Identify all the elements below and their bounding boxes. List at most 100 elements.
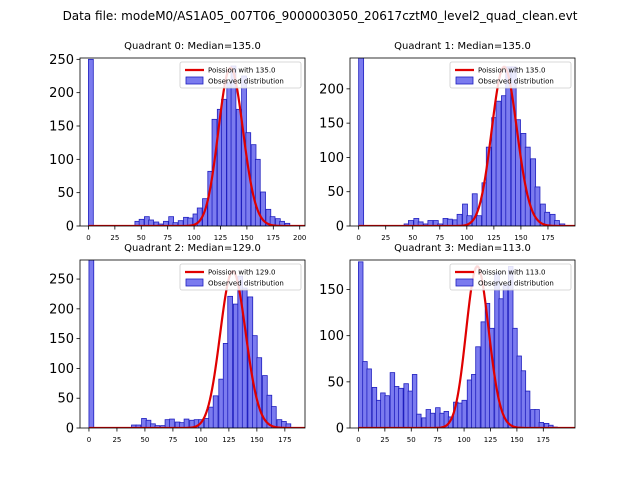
y-tick-label: 50 <box>327 375 344 390</box>
histogram-bar <box>177 220 184 226</box>
subplot-quadrant-3: 0 25 50 75 100 125 150 175 0 50 100 150 Quadrant 3: … <box>319 243 576 444</box>
poisson-curve <box>358 265 575 428</box>
histogram-bar <box>358 261 364 428</box>
histogram-bar <box>271 406 277 428</box>
histogram-bar <box>515 119 521 226</box>
y-tick-label: 150 <box>319 283 344 298</box>
x-tick-label: 150 <box>250 436 263 444</box>
legend-box <box>449 263 572 291</box>
histogram-bar <box>230 65 237 226</box>
legend-bar-label: Observed distribution <box>478 78 554 86</box>
x-tick-label: 50 <box>137 234 146 242</box>
histogram-bar <box>502 284 509 428</box>
legend-box <box>449 61 572 89</box>
legend-line-label: Poission with 113.0 <box>478 269 546 277</box>
axes-frame <box>349 57 576 227</box>
figure-title: Data file: modeM0/AS1A05_007T06_90000030… <box>63 9 578 23</box>
y-tick-label: 200 <box>49 86 74 101</box>
y-tick-label: 100 <box>49 153 74 168</box>
x-tick-label: 75 <box>168 436 177 444</box>
poisson-curve <box>88 270 305 428</box>
histogram-bar <box>384 395 390 428</box>
histogram-bar <box>462 203 468 226</box>
subplot-title: Quadrant 0: Median=135.0 <box>124 41 261 52</box>
y-tick-label: 150 <box>49 120 74 135</box>
x-tick-label: 100 <box>187 234 200 242</box>
subplot-quadrant-2: 0 25 50 75 100 125 150 175 0 50 100 150 200 250 Quadra… <box>49 243 306 444</box>
legend-line-label: Poission with 135.0 <box>208 67 276 75</box>
x-tick-label: 25 <box>112 436 121 444</box>
histogram-bar <box>366 368 372 428</box>
x-tick-label: 175 <box>267 234 280 242</box>
subplot-quadrant-1: 0 25 50 75 100 125 150 175 0 50 100 150 200 Quadrant … <box>319 41 576 242</box>
legend-line-label: Poission with 135.0 <box>478 67 546 75</box>
x-tick-label: 0 <box>87 436 91 444</box>
histogram-bar <box>358 58 365 226</box>
histogram-bar <box>235 108 242 226</box>
poisson-curve <box>88 66 305 226</box>
y-tick-label: 100 <box>319 151 344 166</box>
histogram-bar <box>154 425 161 428</box>
histogram-bar <box>476 215 482 226</box>
histogram-bar <box>256 357 263 428</box>
histogram-bar <box>398 387 404 428</box>
histogram-bar <box>411 374 418 428</box>
x-tick-label: 175 <box>541 234 554 242</box>
x-tick-label: 100 <box>460 234 473 242</box>
legend-box <box>179 263 302 291</box>
histogram-bar <box>524 390 531 428</box>
x-tick-label: 50 <box>408 234 417 242</box>
y-tick-label: 250 <box>49 273 74 288</box>
y-tick-label: 0 <box>336 422 344 437</box>
legend-bar-label: Observed distribution <box>208 78 284 86</box>
x-tick-label: 100 <box>194 436 207 444</box>
legend-bar-label: Observed distribution <box>208 280 284 288</box>
subplot-title: Quadrant 1: Median=135.0 <box>394 41 531 52</box>
histogram-bar <box>187 217 194 226</box>
histogram-bar <box>538 422 545 428</box>
histogram-bar <box>534 186 541 226</box>
histogram-bar <box>548 424 554 428</box>
x-tick-label: 150 <box>240 234 253 242</box>
histogram-bar <box>505 66 512 226</box>
legend-bar-label: Observed distribution <box>478 280 554 288</box>
x-tick-label: 75 <box>163 234 172 242</box>
legend-bar-swatch <box>185 278 204 287</box>
plot-area <box>358 261 575 428</box>
x-tick-label: 0 <box>356 234 360 242</box>
histogram-bar <box>169 418 175 428</box>
x-tick-label: 150 <box>510 436 523 444</box>
y-tick-label: 100 <box>49 362 74 377</box>
x-tick-label: 0 <box>86 234 90 242</box>
axes-frame <box>79 57 306 227</box>
y-tick-label: 150 <box>319 117 344 132</box>
subplot-title: Quadrant 3: Median=113.0 <box>394 243 531 254</box>
subplot-title: Quadrant 2: Median=129.0 <box>124 243 261 254</box>
x-tick-label: 75 <box>435 234 444 242</box>
x-tick-label: 200 <box>293 234 306 242</box>
x-tick-label: 175 <box>278 436 291 444</box>
histogram-bar <box>88 260 95 428</box>
histogram-bar <box>88 58 94 226</box>
histogram-bar <box>260 191 266 226</box>
histogram-bar <box>221 98 227 226</box>
x-tick-label: 125 <box>222 436 235 444</box>
histogram-bar <box>227 295 233 428</box>
x-tick-label: 25 <box>110 234 119 242</box>
plot-area <box>88 58 305 226</box>
y-tick-label: 100 <box>319 329 344 344</box>
y-tick-label: 0 <box>66 422 74 437</box>
y-tick-label: 0 <box>336 220 344 235</box>
plot-area <box>358 58 575 226</box>
histogram-bar <box>495 100 502 226</box>
legend-bar-swatch <box>185 76 204 85</box>
axes-frame <box>349 259 576 429</box>
x-tick-label: 125 <box>484 436 497 444</box>
histogram-bar <box>416 413 422 428</box>
x-tick-label: 150 <box>514 234 527 242</box>
axes-frame <box>79 259 306 429</box>
y-tick-label: 50 <box>57 186 74 201</box>
y-tick-label: 150 <box>49 332 74 347</box>
histogram-bar <box>461 399 467 428</box>
